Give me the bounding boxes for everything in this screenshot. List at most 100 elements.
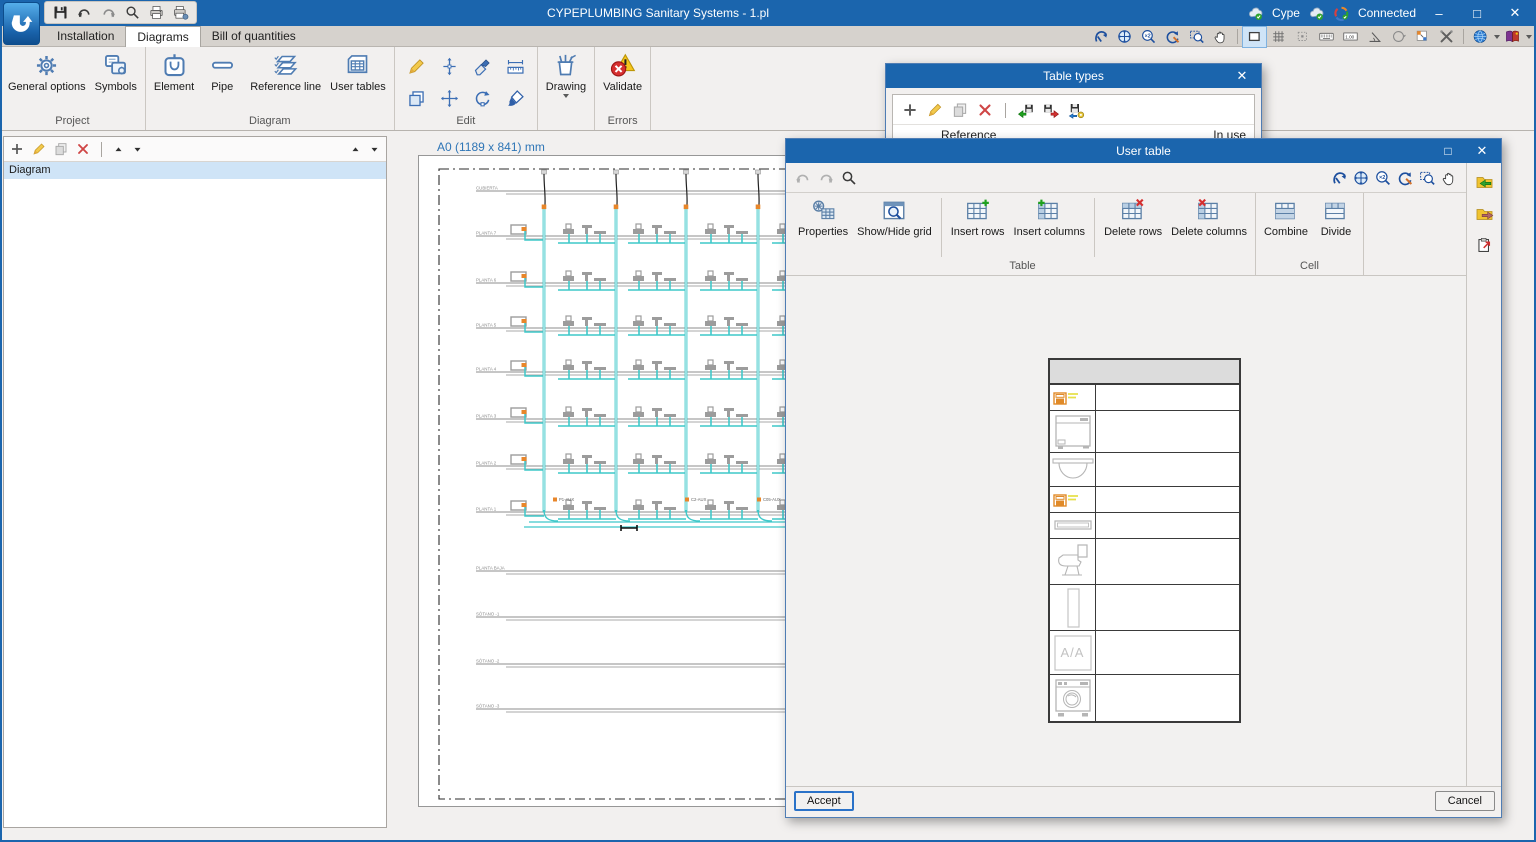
brush-icon[interactable] [505,88,526,109]
angle-icon[interactable] [1363,27,1386,47]
description-cell[interactable] [1096,385,1239,410]
delete-columns-button[interactable]: Delete columns [1168,196,1250,241]
table-row[interactable] [1050,411,1239,453]
divide-button[interactable]: Divide [1314,196,1358,241]
copy-large-icon[interactable] [406,88,427,109]
import-icon[interactable] [1017,101,1035,119]
table-types-titlebar[interactable]: Table types ✕ [886,64,1261,88]
search-icon[interactable] [840,169,858,187]
user-tables-button[interactable]: User tables [327,50,389,96]
up-icon[interactable] [112,143,125,156]
measure-icon[interactable] [505,56,526,77]
cype-cloud-icon[interactable] [1247,5,1264,22]
delete-icon[interactable] [75,141,91,157]
symbol-cell[interactable] [1050,675,1096,721]
table-row[interactable] [1050,585,1239,631]
folder-export-icon[interactable] [1475,204,1494,223]
move-icon[interactable] [439,88,460,109]
pencil-icon[interactable] [406,56,427,77]
redo-disabled-icon[interactable] [817,169,835,187]
selection-rectangle-icon[interactable] [1242,25,1267,48]
description-cell[interactable] [1096,539,1239,584]
app-logo[interactable] [3,2,40,45]
clipboard-export-icon[interactable] [1475,236,1494,255]
search-icon[interactable] [124,4,141,21]
symbol-cell[interactable]: A/A [1050,631,1096,674]
user-table-header-row[interactable] [1050,360,1239,385]
grid-icon[interactable] [1267,27,1290,47]
help-book-icon[interactable] [1501,27,1524,47]
user-table-grid[interactable]: A/A [1048,358,1241,723]
up-icon[interactable] [349,143,362,156]
down-icon[interactable] [368,143,381,156]
redo-icon[interactable] [100,4,117,21]
reference-line-button[interactable]: Reference line [247,50,324,96]
edit-pencil-icon[interactable] [31,141,47,157]
description-cell[interactable] [1096,487,1239,512]
general-options-button[interactable]: General options [5,50,89,96]
symbol-cell[interactable] [1050,539,1096,584]
dimension-icon[interactable]: 1.00 [1339,27,1362,47]
table-row[interactable] [1050,487,1239,513]
pan-icon[interactable] [1440,169,1458,187]
list-item-diagram[interactable]: Diagram [4,162,386,179]
save-icon[interactable] [52,4,69,21]
table-row[interactable] [1050,453,1239,487]
keyboard-input-icon[interactable] [1315,27,1338,47]
symbol-cell[interactable] [1050,513,1096,538]
zoom-extents-icon[interactable] [1352,169,1370,187]
description-cell[interactable] [1096,675,1239,721]
symbol-cell[interactable] [1050,385,1096,410]
tab-bill-of-quantities[interactable]: Bill of quantities [211,29,296,43]
maximize-icon[interactable]: □ [1444,144,1452,158]
combine-button[interactable]: Combine [1261,196,1311,241]
description-cell[interactable] [1096,585,1239,630]
table-row[interactable] [1050,385,1239,411]
plus-icon[interactable] [901,101,919,119]
plus-icon[interactable] [9,141,25,157]
edit-pencil-icon[interactable] [926,101,944,119]
rotate-view-icon[interactable] [1330,169,1348,187]
insert-rows-button[interactable]: Insert rows [948,196,1008,241]
zoom-window-icon[interactable] [1418,169,1436,187]
export-settings-icon[interactable] [1067,101,1085,119]
delete-icon[interactable] [976,101,994,119]
tab-diagrams[interactable]: Diagrams [125,26,201,47]
object-snap-icon[interactable] [1291,27,1314,47]
element-button[interactable]: Element [151,50,197,96]
orbit-icon[interactable] [1387,27,1410,47]
globe-icon[interactable] [1469,27,1492,47]
redraw-icon[interactable] [1396,169,1414,187]
description-cell[interactable] [1096,631,1239,674]
insert-columns-button[interactable]: Insert columns [1011,196,1089,241]
connected-status-icon[interactable] [1333,5,1350,22]
symbol-cell[interactable] [1050,585,1096,630]
folder-import-icon[interactable] [1475,172,1494,191]
snap-settings-icon[interactable] [1411,27,1434,47]
copy-icon[interactable] [53,141,69,157]
symbol-cell[interactable] [1050,411,1096,452]
tab-installation[interactable]: Installation [57,29,115,43]
eraser-icon[interactable] [472,56,493,77]
close-icon[interactable]: ✕ [1476,143,1488,158]
table-row[interactable] [1050,513,1239,539]
accept-button[interactable]: Accept [794,791,854,811]
description-cell[interactable] [1096,411,1239,452]
properties-button[interactable]: Properties [795,196,851,241]
pipe-button[interactable]: Pipe [200,50,244,96]
redraw-icon[interactable] [1161,27,1184,47]
rotate-icon[interactable] [472,88,493,109]
description-cell[interactable] [1096,513,1239,538]
symbol-cell[interactable] [1050,487,1096,512]
table-row[interactable] [1050,675,1239,721]
zoom-x2-icon[interactable]: ×2 [1137,27,1160,47]
zoom-extents-icon[interactable] [1113,27,1136,47]
undo-disabled-icon[interactable] [794,169,812,187]
symbols-button[interactable]: Symbols [92,50,140,96]
print-icon[interactable] [148,4,165,21]
symbol-cell[interactable] [1050,453,1096,486]
maximize-button[interactable]: □ [1473,5,1481,21]
user-table-content[interactable]: A/A [786,276,1466,786]
stretch-icon[interactable] [439,56,460,77]
rotate-view-icon[interactable] [1089,27,1112,47]
